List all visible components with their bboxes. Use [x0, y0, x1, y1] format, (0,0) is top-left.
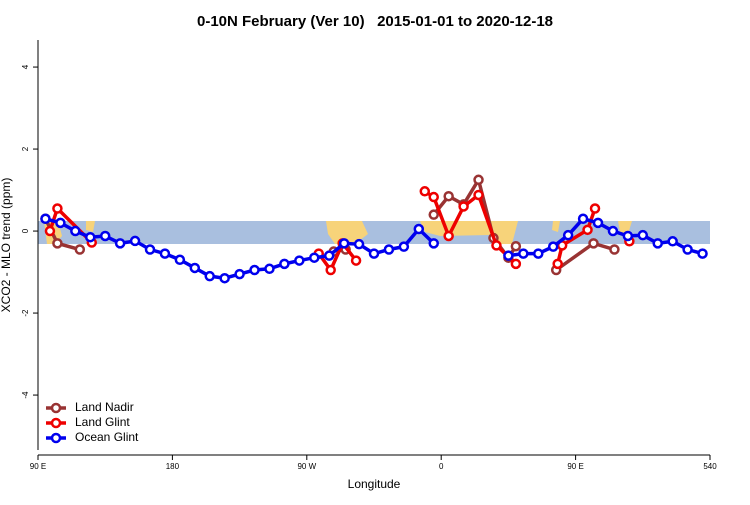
point — [552, 258, 563, 270]
land-patch — [618, 221, 632, 234]
x-tick-label: 90 E — [30, 462, 46, 471]
y-tick-label: -4 — [21, 391, 30, 399]
land-patch — [326, 221, 368, 244]
point — [353, 238, 365, 250]
point — [309, 252, 320, 263]
y-axis-title: XCO2 - MLO trend (ppm) — [0, 178, 13, 313]
point — [607, 225, 619, 237]
land-patch — [552, 221, 560, 232]
point — [40, 213, 51, 225]
legend-label: Land Nadir — [75, 400, 134, 414]
x-axis-title: Longitude — [348, 477, 401, 491]
point — [473, 189, 484, 201]
y-tick-label: -2 — [21, 309, 30, 317]
point — [667, 236, 678, 247]
point — [249, 264, 260, 276]
point — [428, 209, 439, 220]
x-tick-label: 180 — [166, 462, 180, 471]
chart-title: 0-10N February (Ver 10) 2015-01-01 to 20… — [197, 13, 553, 30]
point — [52, 203, 63, 214]
point — [368, 248, 380, 259]
point — [443, 230, 454, 242]
point — [473, 174, 484, 186]
point — [510, 240, 522, 252]
point — [279, 258, 290, 270]
point — [428, 238, 439, 249]
point — [159, 248, 171, 259]
point — [562, 229, 574, 241]
point — [652, 238, 663, 249]
point — [338, 238, 350, 249]
point — [491, 240, 502, 251]
point — [637, 229, 649, 241]
point — [323, 250, 335, 261]
point — [55, 217, 66, 229]
point — [99, 230, 111, 242]
point — [204, 270, 215, 282]
point — [383, 244, 395, 255]
point — [325, 264, 336, 276]
point — [264, 263, 275, 275]
legend-label: Ocean Glint — [75, 430, 139, 444]
x-tick-label: 540 — [703, 462, 717, 471]
legend-marker — [50, 417, 62, 429]
legend-marker — [50, 432, 62, 444]
point — [74, 244, 86, 255]
legend-label: Land Glint — [75, 415, 130, 429]
land-patch — [86, 221, 95, 232]
x-tick-label: 90 E — [567, 462, 583, 471]
point — [533, 248, 544, 259]
point — [294, 255, 305, 266]
point — [114, 238, 126, 249]
point — [458, 201, 469, 212]
map-band — [38, 221, 710, 244]
point — [189, 262, 201, 274]
point — [70, 225, 81, 237]
point — [622, 230, 634, 242]
point — [609, 244, 620, 255]
point — [697, 248, 708, 259]
y-tick-label: 2 — [21, 146, 30, 151]
point — [588, 238, 599, 249]
point — [144, 244, 156, 255]
point — [234, 268, 245, 280]
point — [510, 258, 522, 270]
point — [682, 244, 693, 255]
point — [350, 255, 362, 266]
point — [44, 225, 56, 237]
point — [589, 203, 601, 214]
ocean-band — [38, 221, 710, 244]
point — [582, 224, 593, 236]
point — [413, 223, 425, 235]
x-tick-label: 0 — [439, 462, 444, 471]
point — [52, 238, 63, 249]
point — [129, 235, 141, 247]
y-tick-label: 4 — [21, 64, 30, 69]
x-tick-label: 90 W — [297, 462, 316, 471]
point — [518, 248, 529, 259]
point — [419, 186, 431, 197]
legend-marker — [50, 402, 62, 414]
point — [547, 241, 559, 252]
point — [443, 190, 454, 202]
point — [398, 241, 410, 252]
point — [219, 272, 230, 284]
y-tick-label: 0 — [21, 228, 30, 233]
plot-area: 90 E 180 90 W 0 90 E 540 -4 -2 0 2 4 Land NadirLand… — [21, 64, 717, 471]
point — [428, 191, 439, 203]
point — [85, 231, 96, 243]
land-patch — [420, 221, 518, 244]
point — [174, 254, 186, 266]
point — [577, 213, 589, 225]
point — [592, 217, 604, 229]
point — [503, 250, 514, 261]
